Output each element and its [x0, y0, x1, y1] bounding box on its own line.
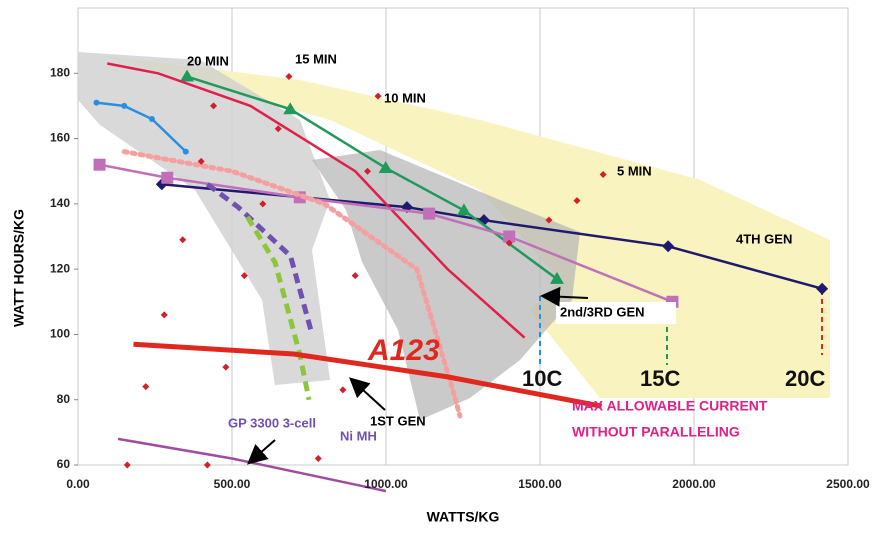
y-axis-title: WATT HOURS/KG: [11, 209, 27, 327]
series-label: 20 MIN: [187, 53, 229, 68]
point: [180, 69, 195, 82]
series: [505, 170, 607, 247]
x-axis-title: WATTS/KG: [427, 509, 500, 525]
series-line: [99, 163, 673, 303]
series: [205, 182, 315, 336]
point: [182, 148, 189, 155]
annotation: 1ST GEN: [370, 413, 426, 428]
point: [283, 102, 298, 115]
annotation: 15C: [640, 366, 680, 391]
point: [210, 102, 218, 110]
point: [259, 200, 267, 208]
annotation: MAX ALLOWABLE CURRENT: [572, 398, 768, 414]
point: [274, 125, 282, 133]
point: [456, 203, 471, 216]
x-tick-label: 1000.00: [364, 477, 408, 491]
point: [549, 271, 564, 284]
point: [423, 207, 436, 220]
point: [148, 115, 155, 122]
y-tick-label: 120: [50, 261, 70, 275]
point: [179, 236, 187, 244]
point: [203, 461, 211, 469]
point: [573, 197, 581, 205]
point: [160, 311, 168, 319]
series: [314, 92, 382, 462]
point: [545, 216, 553, 224]
series: [123, 102, 218, 469]
point: [314, 454, 322, 462]
x-tick-label: 1500.00: [518, 477, 562, 491]
annotation: 20C: [785, 366, 825, 391]
y-tick-label: 80: [57, 392, 71, 406]
point: [662, 240, 675, 253]
series: [121, 149, 463, 419]
point: [240, 272, 248, 280]
series: [245, 215, 312, 401]
y-tick-label: 160: [50, 131, 70, 145]
region-1st-gen: [78, 52, 330, 385]
series-label: 10 MIN: [384, 90, 426, 105]
series-line: [121, 149, 463, 419]
annotation: 10C: [522, 366, 562, 391]
point: [364, 167, 372, 175]
point: [505, 239, 513, 247]
series: [117, 437, 387, 493]
x-tick-label: 2000.00: [672, 477, 716, 491]
series: [203, 73, 293, 469]
series-label: GP 3300 3-cell: [228, 415, 316, 430]
series-line: [96, 101, 187, 153]
x-tick-label: 2500.00: [826, 477, 870, 491]
annotation: 2nd/3RD GEN: [560, 304, 645, 319]
series-label: 4TH GEN: [736, 231, 792, 246]
y-tick-label: 140: [50, 196, 70, 210]
series-line: [107, 62, 526, 339]
series-label: 5 MIN: [617, 163, 652, 178]
region-2nd-3rd-gen: [312, 150, 580, 420]
point: [121, 102, 128, 109]
point: [142, 383, 150, 391]
point: [351, 272, 359, 280]
arrow: [540, 286, 589, 307]
series-line: [117, 437, 387, 493]
point: [197, 157, 205, 165]
point: [378, 160, 393, 173]
label-box: [556, 302, 676, 324]
series: [93, 99, 189, 155]
series-label: 15 MIN: [295, 51, 337, 66]
arrow: [246, 439, 276, 465]
series-line: [245, 215, 312, 401]
point: [503, 230, 516, 243]
point: [816, 282, 829, 295]
point: [161, 171, 174, 184]
series: [107, 62, 526, 339]
point: [285, 73, 293, 81]
x-tick-label: 500.00: [214, 477, 251, 491]
point: [93, 99, 100, 106]
x-tick-label: 0.00: [66, 477, 90, 491]
point: [599, 170, 607, 178]
y-tick-label: 180: [50, 65, 70, 79]
series: [133, 341, 603, 409]
series-line: [133, 341, 603, 409]
series-label: A123: [367, 334, 440, 367]
y-tick-label: 60: [57, 457, 71, 471]
point: [123, 461, 131, 469]
point: [374, 92, 382, 100]
point: [339, 386, 347, 394]
y-tick-label: 100: [50, 327, 70, 341]
arrow: [349, 377, 386, 411]
point: [93, 158, 106, 171]
series-line: [205, 182, 315, 336]
point: [222, 363, 230, 371]
annotation: WITHOUT PARALLELING: [572, 424, 740, 440]
annotation: Ni MH: [340, 428, 377, 443]
